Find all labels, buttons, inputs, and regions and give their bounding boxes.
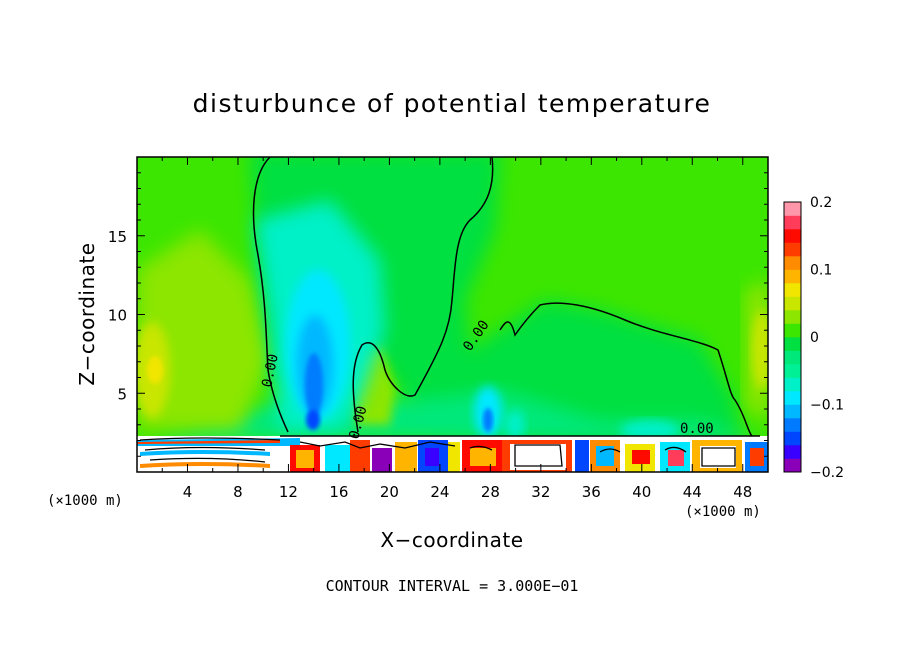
field-yellow-left-core [147,356,163,384]
colorbar-swatch [784,323,801,338]
chart-title: disturbunce of potential temperature [193,89,712,118]
colorbar-swatch [784,364,801,378]
colorbar-swatch [784,404,801,419]
x-tick-label: 44 [683,483,702,501]
x-tick-label: 4 [183,483,193,501]
contour-right-dome [499,302,753,437]
contour-central-branch [352,157,494,433]
field-lime-left [137,230,270,430]
colorbar-swatch [784,242,801,257]
colorbar-label: 0.1 [810,263,832,279]
colorbar-swatch [784,445,801,459]
colorbar-swatch [784,296,801,311]
x-tick-label: 32 [531,483,550,501]
x-tick-label: 16 [329,483,348,501]
x-unit-right: (×1000 m) [685,504,761,520]
colorbar-swatch [784,431,801,446]
colorbar [784,202,801,473]
field-green-upper [250,157,740,440]
x-tick-label: 48 [733,483,752,501]
colorbar-label: 0.2 [810,195,832,211]
x-tick-label: 20 [380,483,399,501]
colorbar-swatch [784,418,801,432]
field-blue-28 [483,408,493,432]
y-axis-title: Z−coordinate [75,242,99,385]
colorbar-swatch [784,229,801,243]
field-teal-44 [620,420,680,440]
contour-label-left: 0.00 [259,353,282,389]
colorbar-swatch [784,202,801,216]
contour-label-right: 0.00 [680,421,714,437]
colorbar-swatch [784,215,801,230]
colorbar-swatch [784,337,801,351]
y-tick-label: 5 [117,385,127,403]
contour-labels: 0.00 0.00 0.00 0.00 [259,317,713,441]
zero-contours [252,157,760,437]
colorbar-label: 0 [810,330,819,346]
heatmap-field [137,157,768,472]
x-tick-label: 12 [279,483,298,501]
x-tick-label: 8 [233,483,243,501]
colorbar-swatch [784,377,801,392]
colorbar-label: −0.1 [810,398,844,414]
colorbar-labels: 0.2 0.1 0 −0.1 −0.2 [810,195,844,481]
boundary-layer-contours [139,437,736,467]
colorbar-swatch [784,310,801,324]
x-tick-label: 40 [632,483,651,501]
field-cyan-32 [505,410,525,440]
x-tick-label: 36 [582,483,601,501]
colorbar-swatch [784,269,801,284]
x-tick-label: 28 [481,483,500,501]
colorbar-frame [783,201,802,473]
colorbar-swatch [784,256,801,270]
field-blue-column [305,353,323,417]
colorbar-swatch [784,350,801,365]
x-axis-ticks: 4 8 12 16 20 24 28 32 36 40 44 48 [161,157,752,501]
colorbar-label: −0.2 [810,465,844,481]
colorbar-swatch [784,458,801,473]
contour-interval-note: CONTOUR INTERVAL = 3.000E−01 [326,577,579,595]
y-axis-ticks: 5 10 15 [108,172,768,457]
y-tick-label: 10 [108,307,127,325]
x-axis-title: X−coordinate [380,528,523,552]
field-deepblue-core [306,410,320,430]
boundary-layer-detail [137,438,768,472]
x-unit-left: (×1000 m) [47,493,123,509]
field-yellow-right [752,310,768,390]
x-tick-label: 24 [430,483,449,501]
colorbar-swatch [784,391,801,405]
contour-left-plume [252,157,289,433]
colorbar-swatch [784,283,801,297]
y-tick-label: 15 [108,228,127,246]
